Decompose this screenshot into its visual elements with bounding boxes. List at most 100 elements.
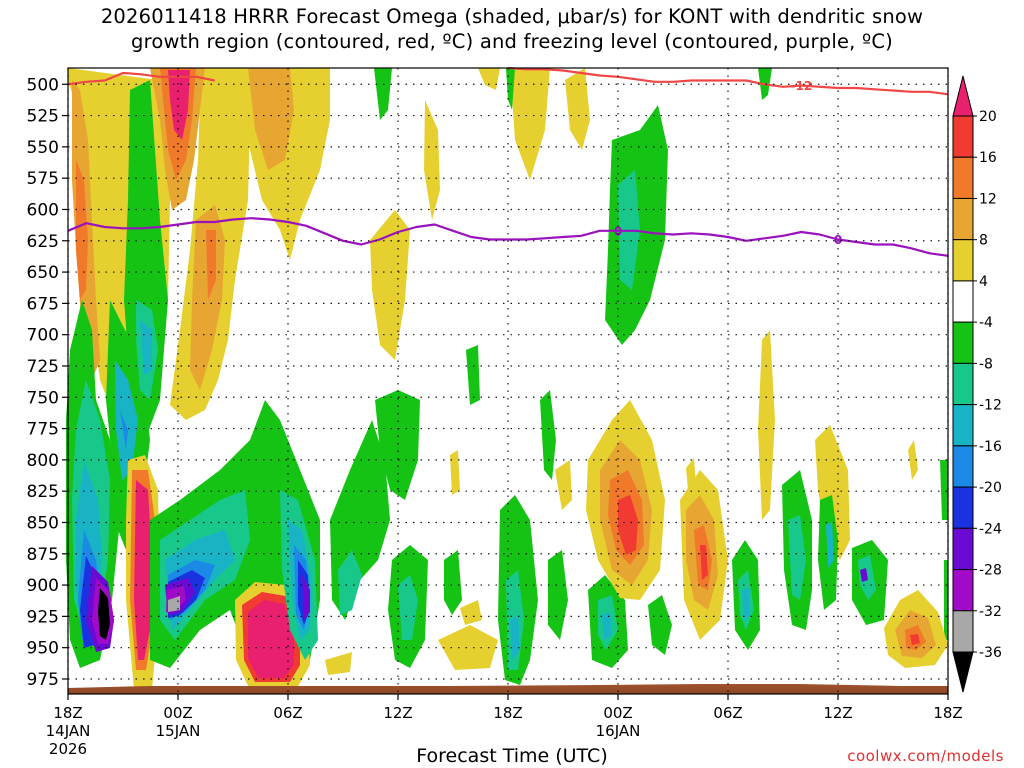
colorbar-label: 8	[979, 233, 988, 249]
colorbar-swatch	[952, 280, 974, 323]
omega-region	[602, 612, 612, 640]
omega-region	[686, 458, 696, 490]
x-tick-date: 16JAN	[596, 722, 641, 740]
omega-region	[168, 70, 190, 140]
omega-region	[910, 634, 920, 645]
omega-region	[115, 360, 138, 480]
colorbar-label: 20	[979, 109, 997, 125]
y-tick-label: 875	[27, 545, 59, 565]
omega-region	[510, 68, 550, 180]
omega-region	[742, 588, 750, 620]
colorbar: 20 16 12 8 4 -4 -8 -12 -16 -20 -24 -28 -32 -36	[952, 75, 1002, 693]
axes: 500 525 550 575 600 625 650 675 700 725 750 775 800 8…	[27, 67, 963, 758]
colorbar-label: -8	[979, 356, 993, 372]
omega-region	[450, 450, 460, 495]
colorbar-label: -4	[979, 315, 993, 331]
y-tick-label: 650	[27, 263, 59, 283]
y-tick-label: 775	[27, 420, 59, 440]
omega-region	[788, 515, 806, 600]
colorbar-label: -36	[979, 645, 1002, 661]
colorbar-label: -20	[979, 480, 1002, 496]
contour-layer: 0 0 -12	[67, 66, 949, 257]
colorbar-label: -24	[979, 521, 1002, 537]
y-tick-label: 525	[27, 107, 59, 127]
omega-region	[758, 330, 775, 520]
omega-region	[338, 550, 362, 615]
omega-region	[168, 596, 180, 612]
y-tick-label: 625	[27, 232, 59, 252]
x-tick-label: 12Z	[383, 704, 412, 722]
colorbar-swatch	[952, 239, 974, 282]
omega-region	[478, 68, 500, 90]
colorbar-top-arrow	[952, 75, 974, 117]
y-tick-label: 675	[27, 294, 59, 314]
colorbar-swatch	[952, 197, 974, 241]
y-tick-label: 750	[27, 388, 59, 408]
omega-region	[134, 480, 152, 660]
y-tick-label: 700	[27, 326, 59, 346]
y-tick-label: 950	[27, 639, 59, 659]
colorbar-swatch	[952, 527, 974, 571]
terrain	[68, 684, 948, 694]
omega-region	[908, 440, 918, 480]
omega-region	[98, 588, 110, 640]
omega-region	[438, 625, 498, 670]
x-tick-label: 06Z	[713, 704, 742, 722]
contour-label: 0	[614, 224, 622, 238]
omega-region	[815, 425, 850, 560]
omega-region	[860, 568, 868, 582]
y-tick-label: 500	[27, 75, 59, 95]
colorbar-bottom-arrow	[952, 651, 974, 693]
omega-region	[940, 460, 948, 520]
omega-field	[66, 68, 948, 690]
y-tick-label: 725	[27, 357, 59, 377]
colorbar-swatch	[952, 321, 974, 364]
freezing-level-line	[67, 217, 949, 257]
colorbar-label: -28	[979, 563, 1002, 579]
x-tick-label: 18Z	[933, 704, 962, 722]
y-tick-label: 575	[27, 169, 59, 189]
y-tick-label: 600	[27, 200, 59, 220]
colorbar-swatch	[952, 404, 974, 447]
omega-region	[190, 205, 225, 390]
credit-text[interactable]: coolwx.com/models	[847, 747, 1004, 765]
omega-region	[944, 560, 948, 640]
omega-region	[76, 160, 88, 300]
colorbar-label: -16	[979, 439, 1002, 455]
y-tick-label: 550	[27, 138, 59, 158]
snow-growth-line	[67, 71, 215, 86]
omega-region	[565, 68, 590, 150]
colorbar-label: -32	[979, 604, 1002, 620]
snow-growth-line	[507, 66, 949, 96]
omega-region	[325, 652, 352, 675]
colorbar-swatch	[952, 569, 974, 612]
omega-region	[648, 595, 672, 655]
omega-region	[555, 460, 572, 510]
x-tick-label: 06Z	[273, 704, 302, 722]
colorbar-swatch	[952, 156, 974, 199]
x-tick-label: 12Z	[823, 704, 852, 722]
x-tick-label: 00Z	[603, 704, 632, 722]
omega-region	[374, 68, 392, 120]
omega-region	[466, 345, 480, 405]
colorbar-swatch	[952, 486, 974, 529]
y-tick-label: 825	[27, 482, 59, 502]
omega-region	[540, 390, 556, 480]
omega-region	[140, 320, 152, 375]
x-tick-date: 15JAN	[156, 722, 201, 740]
colorbar-swatch	[952, 610, 974, 653]
chart-title-line-1: 2026011418 HRRR Forecast Omega (shaded, …	[100, 5, 924, 28]
omega-region	[826, 522, 834, 568]
x-tick-label: 18Z	[53, 704, 82, 722]
omega-region	[206, 230, 216, 300]
omega-region	[370, 210, 410, 360]
omega-region	[460, 600, 482, 625]
omega-region	[618, 495, 638, 555]
omega-region	[510, 615, 520, 660]
omega-region	[248, 600, 294, 678]
y-tick-label: 925	[27, 607, 59, 627]
x-tick-label: 00Z	[163, 704, 192, 722]
omega-region	[248, 68, 294, 170]
colorbar-swatch	[952, 445, 974, 488]
